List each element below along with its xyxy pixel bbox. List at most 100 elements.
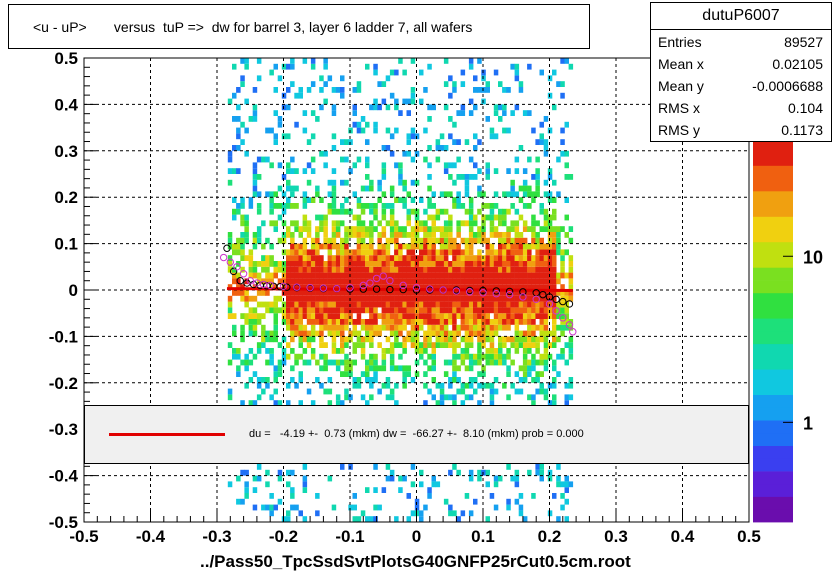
heatmap-cell: [547, 342, 553, 348]
heatmap-cell: [443, 324, 449, 331]
heatmap-cell: [410, 336, 416, 343]
heatmap-cell: [510, 261, 515, 267]
heatmap-cell: [385, 104, 391, 111]
heatmap-cell: [485, 481, 490, 488]
heatmap-cell: [493, 301, 499, 308]
heatmap-cell: [543, 226, 549, 232]
heatmap-cell: [298, 330, 303, 337]
heatmap-cell: [315, 237, 320, 244]
heatmap-cell: [323, 324, 328, 331]
heatmap-cell: [539, 336, 544, 343]
heatmap-cell: [327, 400, 333, 406]
heatmap-cell: [356, 226, 362, 232]
heatmap-cell: [327, 330, 333, 337]
heatmap-cell: [431, 359, 436, 366]
heatmap-cell: [389, 330, 395, 337]
heatmap-cell: [302, 243, 308, 250]
heatmap-cell: [360, 290, 366, 296]
heatmap-cell: [498, 359, 503, 366]
heatmap-cell: [547, 232, 553, 238]
heatmap-cell: [493, 307, 499, 314]
heatmap-cell: [327, 203, 333, 209]
heatmap-cell: [423, 255, 428, 261]
heatmap-cell: [394, 313, 399, 319]
heatmap-cell: [498, 261, 503, 267]
heatmap-cell: [423, 272, 428, 279]
heatmap-cell: [315, 301, 320, 308]
heatmap-cell: [269, 191, 274, 198]
heatmap-cell: [564, 162, 569, 169]
heatmap-cell: [481, 220, 486, 227]
heatmap-cell: [344, 301, 349, 308]
heatmap-cell: [356, 516, 362, 522]
heatmap-cell: [414, 348, 420, 354]
heatmap-cell: [518, 301, 524, 308]
heatmap-cell: [560, 504, 565, 511]
heatmap-cell: [406, 371, 411, 377]
heatmap-cell: [290, 261, 295, 267]
heatmap-cell: [406, 110, 411, 116]
heatmap-cell: [419, 69, 424, 76]
heatmap-cell: [564, 498, 569, 505]
heatmap-cell: [340, 208, 345, 215]
heatmap-cell: [468, 295, 474, 302]
heatmap-cell: [439, 313, 445, 319]
heatmap-cell: [394, 261, 399, 267]
heatmap-cell: [315, 272, 320, 279]
heatmap-cell: [481, 342, 486, 348]
heatmap-cell: [356, 290, 362, 296]
heatmap-cell: [302, 168, 308, 174]
heatmap-cell: [402, 203, 407, 209]
heatmap-cell: [514, 342, 520, 348]
heatmap-cell: [502, 295, 507, 302]
heatmap-cell: [310, 81, 316, 87]
heatmap-cell: [352, 249, 357, 256]
heatmap-cell: [402, 278, 407, 285]
heatmap-cell: [302, 266, 308, 273]
heatmap-cell: [327, 290, 333, 296]
heatmap-cell: [448, 133, 453, 140]
heatmap-cell: [431, 319, 436, 325]
heatmap-cell: [452, 400, 457, 406]
heatmap-cell: [547, 191, 553, 198]
heatmap-cell: [331, 359, 337, 366]
heatmap-cell: [448, 232, 453, 238]
heatmap-cell: [306, 330, 312, 337]
heatmap-cell: [344, 208, 349, 215]
heatmap-cell: [265, 348, 270, 354]
heatmap-cell: [406, 266, 411, 273]
heatmap-cell: [460, 307, 466, 314]
heatmap-cell: [306, 284, 312, 290]
heatmap-cell: [306, 255, 312, 261]
heatmap-cell: [481, 226, 486, 232]
heatmap-cell: [452, 313, 457, 319]
heatmap-cell: [477, 475, 482, 482]
heatmap-cell: [286, 290, 291, 296]
heatmap-cell: [568, 353, 574, 360]
heatmap-cell: [498, 243, 503, 250]
heatmap-cell: [377, 504, 382, 511]
heatmap-cell: [448, 295, 453, 302]
heatmap-cell: [473, 237, 478, 244]
heatmap-cell: [365, 162, 370, 169]
heatmap-cell: [560, 348, 565, 354]
heatmap-cell: [248, 319, 254, 325]
heatmap-cell: [335, 307, 341, 314]
heatmap-cell: [323, 266, 328, 273]
heatmap-cell: [498, 232, 503, 238]
heatmap-cell: [564, 342, 569, 348]
heatmap-cell: [381, 307, 387, 314]
x-tick-label: 0.5: [737, 527, 761, 546]
heatmap-cell: [398, 278, 403, 285]
heatmap-cell: [539, 295, 544, 302]
heatmap-cell: [369, 301, 374, 308]
heatmap-cell: [273, 63, 278, 70]
heatmap-cell: [448, 394, 453, 401]
heatmap-cell: [443, 284, 449, 290]
heatmap-cell: [489, 359, 495, 366]
heatmap-cell: [477, 353, 482, 360]
heatmap-cell: [256, 75, 262, 82]
heatmap-cell: [227, 237, 233, 244]
heatmap-cell: [385, 266, 391, 273]
heatmap-cell: [414, 266, 420, 273]
